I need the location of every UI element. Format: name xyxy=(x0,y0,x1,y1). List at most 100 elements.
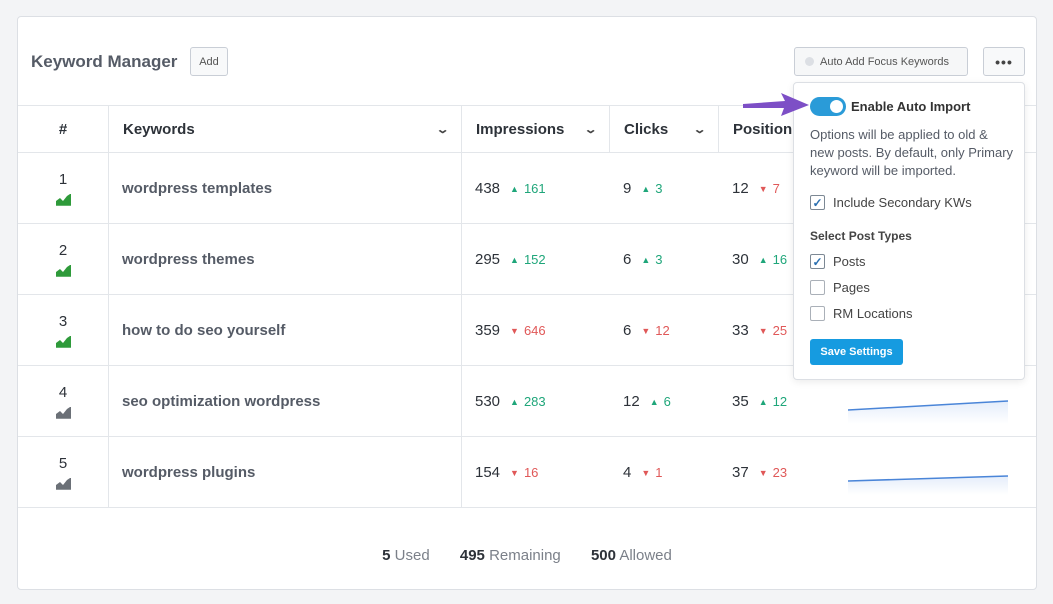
position-delta: ▼ 23 xyxy=(758,465,788,480)
position-value: 37 xyxy=(732,464,749,481)
keywords-table: # Keywords ⌄ Impressions ⌄ Clicks ⌄ Posi… xyxy=(18,106,1036,508)
triangle-down-icon: ▼ xyxy=(510,325,519,336)
position-value: 33 xyxy=(732,322,749,339)
card-header: Keyword Manager Add Auto Add Focus Keywo… xyxy=(18,17,1036,106)
position-delta: ▲ 12 xyxy=(758,394,788,409)
triangle-down-icon: ▼ xyxy=(641,467,651,478)
triangle-down-icon: ▼ xyxy=(758,467,768,478)
post-type-pages-checkbox[interactable] xyxy=(810,280,825,295)
position-delta: ▼ 25 xyxy=(758,323,788,338)
position-value: 35 xyxy=(732,393,749,410)
include-secondary-kws-checkbox[interactable]: ✓ xyxy=(810,195,825,210)
clicks-value: 6 xyxy=(623,322,632,339)
triangle-up-icon: ▲ xyxy=(649,396,659,407)
column-header-rank: # xyxy=(18,106,109,153)
rank-number: 2 xyxy=(58,242,68,259)
include-secondary-kws-label: Include Secondary KWs xyxy=(833,195,972,210)
post-type-posts-option[interactable]: ✓ Posts xyxy=(810,254,866,269)
save-settings-button[interactable]: Save Settings xyxy=(810,339,903,365)
keyword-cell[interactable]: wordpress templates xyxy=(109,153,462,224)
post-type-pages-option[interactable]: Pages xyxy=(810,280,870,295)
used-count: 5 Used xyxy=(382,547,430,564)
clicks-value: 9 xyxy=(623,180,632,197)
page-title: Keyword Manager xyxy=(31,52,178,71)
table-row[interactable]: 5 wordpress plugins 154 ▼ 16 4 ▼ 1 37 ▼ 23 xyxy=(18,437,1036,508)
table-row[interactable]: 4 seo optimization wordpress 530 ▲ 283 12 ▲ 6 35… xyxy=(18,366,1036,437)
auto-import-popover: Enable Auto Import Options will be appli… xyxy=(793,82,1025,380)
position-value: 30 xyxy=(732,251,749,268)
triangle-down-icon: ▼ xyxy=(758,325,768,336)
triangle-up-icon: ▲ xyxy=(758,254,768,265)
column-header-keywords[interactable]: Keywords ⌄ xyxy=(109,106,462,153)
table-header: # Keywords ⌄ Impressions ⌄ Clicks ⌄ Posi… xyxy=(18,106,1036,153)
add-keyword-button[interactable]: Add xyxy=(190,47,228,76)
rank-number: 1 xyxy=(58,171,68,188)
auto-add-focus-keywords-button[interactable]: Auto Add Focus Keywords xyxy=(794,47,968,76)
keyword-usage-summary: 5 Used 495 Remaining 500 Allowed xyxy=(18,547,1036,564)
table-row[interactable]: 1 wordpress templates 438 ▲ 161 9 ▲ 3 12 ▼ 7 xyxy=(18,153,1036,224)
clicks-delta: ▼ 12 xyxy=(641,323,670,338)
rank-number: 3 xyxy=(58,313,68,330)
column-header-impressions[interactable]: Impressions ⌄ xyxy=(462,106,610,153)
impressions-value: 438 xyxy=(475,180,501,197)
column-header-clicks[interactable]: Clicks ⌄ xyxy=(610,106,719,153)
trend-up-icon xyxy=(55,334,72,348)
triangle-up-icon: ▲ xyxy=(510,254,519,265)
impressions-cell: 295 ▲ 152 xyxy=(462,224,610,295)
more-options-button[interactable]: ••• xyxy=(983,47,1025,76)
column-header-label: Keywords xyxy=(123,121,195,138)
enable-auto-import-label: Enable Auto Import xyxy=(851,99,971,114)
trend-flat-icon xyxy=(55,476,72,490)
post-type-posts-checkbox[interactable]: ✓ xyxy=(810,254,825,269)
post-type-rm-locations-option[interactable]: RM Locations xyxy=(810,306,912,321)
keyword-cell[interactable]: wordpress plugins xyxy=(109,437,462,508)
position-cell: 30 ▲ 16 xyxy=(719,224,839,295)
remaining-count: 495 Remaining xyxy=(459,547,561,564)
enable-auto-import-toggle[interactable] xyxy=(810,97,846,116)
rank-cell: 5 xyxy=(18,437,109,508)
impressions-delta: ▼ 16 xyxy=(510,465,539,480)
impressions-delta: ▼ 646 xyxy=(510,323,546,338)
clicks-value: 4 xyxy=(623,464,632,481)
triangle-down-icon: ▼ xyxy=(510,467,519,478)
include-secondary-kws-option[interactable]: ✓ Include Secondary KWs xyxy=(810,195,972,210)
keyword-cell[interactable]: wordpress themes xyxy=(109,224,462,295)
triangle-down-icon: ▼ xyxy=(641,325,651,336)
position-cell: 37 ▼ 23 xyxy=(719,437,839,508)
keyword-cell[interactable]: how to do seo yourself xyxy=(109,295,462,366)
clicks-delta: ▲ 3 xyxy=(641,252,663,267)
impressions-value: 359 xyxy=(475,322,501,339)
post-types-title: Select Post Types xyxy=(810,229,912,243)
impressions-delta: ▲ 283 xyxy=(510,394,546,409)
post-type-label: Posts xyxy=(833,254,866,269)
triangle-up-icon: ▲ xyxy=(641,254,651,265)
chevron-down-icon: ⌄ xyxy=(583,124,598,136)
table-row[interactable]: 3 how to do seo yourself 359 ▼ 646 6 ▼ 12 33 ▼ 25 xyxy=(18,295,1036,366)
position-delta: ▼ 7 xyxy=(758,181,780,196)
clicks-delta: ▲ 3 xyxy=(641,181,663,196)
position-value: 12 xyxy=(732,180,749,197)
clicks-value: 6 xyxy=(623,251,632,268)
column-header-label: Clicks xyxy=(624,121,669,138)
clicks-delta: ▼ 1 xyxy=(641,465,663,480)
column-header-position[interactable]: Position xyxy=(719,106,839,153)
rank-cell: 4 xyxy=(18,366,109,437)
chevron-down-icon: ⌄ xyxy=(692,124,707,136)
triangle-up-icon: ▲ xyxy=(510,396,519,407)
rank-cell: 2 xyxy=(18,224,109,295)
impressions-cell: 154 ▼ 16 xyxy=(462,437,610,508)
keyword-cell[interactable]: seo optimization wordpress xyxy=(109,366,462,437)
column-header-label: Position xyxy=(733,121,793,138)
status-dot-icon xyxy=(805,57,814,66)
auto-add-label: Auto Add Focus Keywords xyxy=(820,55,950,68)
post-type-label: RM Locations xyxy=(833,306,913,321)
impressions-value: 154 xyxy=(475,464,501,481)
rank-number: 5 xyxy=(58,455,68,472)
impressions-value: 530 xyxy=(475,393,501,410)
table-row[interactable]: 2 wordpress themes 295 ▲ 152 6 ▲ 3 30 ▲ 16 xyxy=(18,224,1036,295)
impressions-delta: ▲ 161 xyxy=(510,181,546,196)
pointer-arrow-icon xyxy=(743,93,809,116)
trend-up-icon xyxy=(55,192,72,206)
post-type-rm-locations-checkbox[interactable] xyxy=(810,306,825,321)
clicks-delta: ▲ 6 xyxy=(649,394,671,409)
